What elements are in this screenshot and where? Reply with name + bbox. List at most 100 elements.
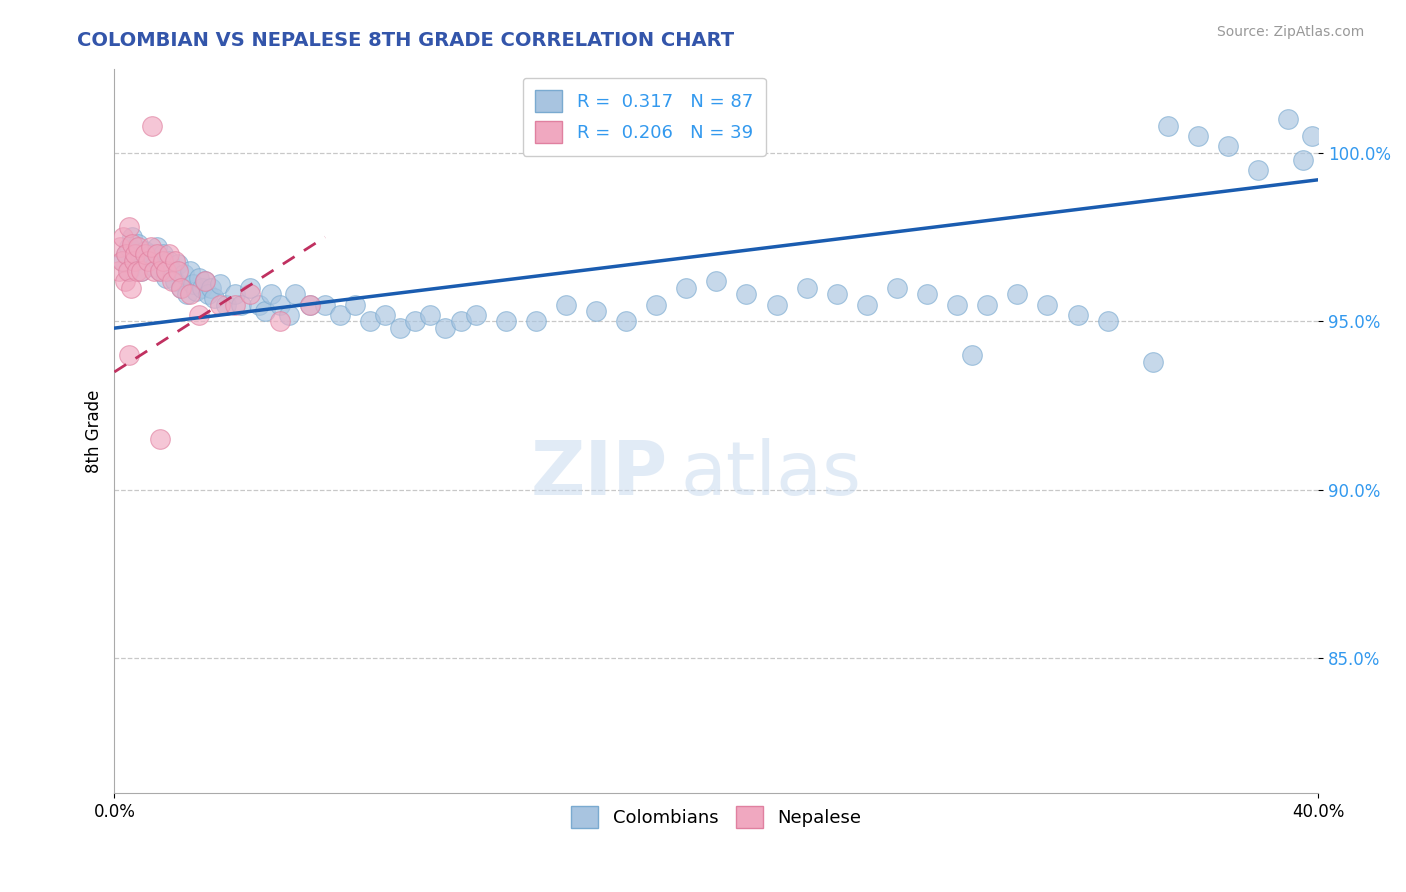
Point: [247, 297, 270, 311]
Point: [704, 274, 727, 288]
Point: [134, 244, 156, 258]
Point: [139, 247, 162, 261]
Point: [114, 274, 136, 288]
Point: [224, 297, 246, 311]
Point: [148, 433, 170, 447]
Point: [148, 264, 170, 278]
Point: [134, 247, 156, 261]
Point: [187, 270, 209, 285]
Point: [1292, 153, 1315, 167]
Point: [524, 314, 547, 328]
Point: [434, 321, 457, 335]
Point: [157, 247, 180, 261]
Point: [389, 321, 412, 335]
Point: [122, 253, 145, 268]
Point: [184, 284, 207, 298]
Point: [136, 253, 159, 268]
Point: [299, 297, 322, 311]
Point: [1097, 314, 1119, 328]
Point: [735, 287, 758, 301]
Point: [115, 247, 138, 261]
Point: [187, 308, 209, 322]
Point: [112, 253, 135, 268]
Point: [253, 304, 276, 318]
Text: ZIP: ZIP: [531, 438, 668, 511]
Point: [127, 236, 149, 251]
Point: [148, 264, 170, 278]
Point: [121, 230, 143, 244]
Point: [117, 264, 139, 278]
Point: [299, 297, 322, 311]
Point: [260, 287, 283, 301]
Point: [124, 253, 146, 268]
Point: [112, 230, 135, 244]
Point: [118, 264, 141, 278]
Point: [1187, 128, 1209, 143]
Point: [886, 280, 908, 294]
Point: [765, 297, 787, 311]
Point: [915, 287, 938, 301]
Point: [115, 247, 138, 261]
Point: [160, 274, 183, 288]
Point: [120, 280, 142, 294]
Point: [121, 236, 143, 251]
Point: [224, 287, 246, 301]
Point: [111, 253, 134, 268]
Point: [108, 264, 131, 278]
Point: [976, 297, 998, 311]
Point: [585, 304, 607, 318]
Point: [1157, 119, 1180, 133]
Point: [495, 314, 517, 328]
Point: [125, 264, 148, 278]
Point: [118, 219, 141, 234]
Point: [1277, 112, 1299, 127]
Point: [155, 270, 177, 285]
Point: [131, 264, 153, 278]
Point: [127, 240, 149, 254]
Point: [825, 287, 848, 301]
Point: [179, 264, 201, 278]
Point: [1066, 308, 1088, 322]
Point: [110, 240, 132, 254]
Point: [796, 280, 818, 294]
Point: [239, 287, 262, 301]
Point: [215, 297, 238, 311]
Point: [1216, 139, 1239, 153]
Point: [194, 274, 217, 288]
Point: [176, 287, 198, 301]
Legend: Colombians, Nepalese: Colombians, Nepalese: [564, 798, 869, 835]
Point: [163, 253, 186, 268]
Point: [1301, 128, 1323, 143]
Point: [960, 348, 983, 362]
Point: [136, 253, 159, 268]
Point: [166, 264, 188, 278]
Point: [239, 280, 262, 294]
Point: [169, 280, 191, 294]
Point: [141, 119, 163, 133]
Point: [269, 297, 291, 311]
Point: [1036, 297, 1059, 311]
Point: [269, 314, 291, 328]
Point: [142, 260, 165, 275]
Point: [118, 348, 141, 362]
Point: [118, 240, 141, 254]
Point: [374, 308, 396, 322]
Point: [314, 297, 336, 311]
Point: [208, 277, 231, 292]
Point: [124, 247, 146, 261]
Point: [134, 250, 156, 264]
Point: [152, 253, 174, 268]
Point: [169, 280, 191, 294]
Point: [145, 240, 167, 254]
Point: [645, 297, 668, 311]
Point: [419, 308, 441, 322]
Point: [190, 280, 212, 294]
Point: [450, 314, 472, 328]
Point: [194, 274, 217, 288]
Point: [131, 264, 153, 278]
Point: [127, 247, 149, 261]
Point: [202, 291, 225, 305]
Point: [344, 297, 367, 311]
Point: [1007, 287, 1029, 301]
Point: [1247, 162, 1270, 177]
